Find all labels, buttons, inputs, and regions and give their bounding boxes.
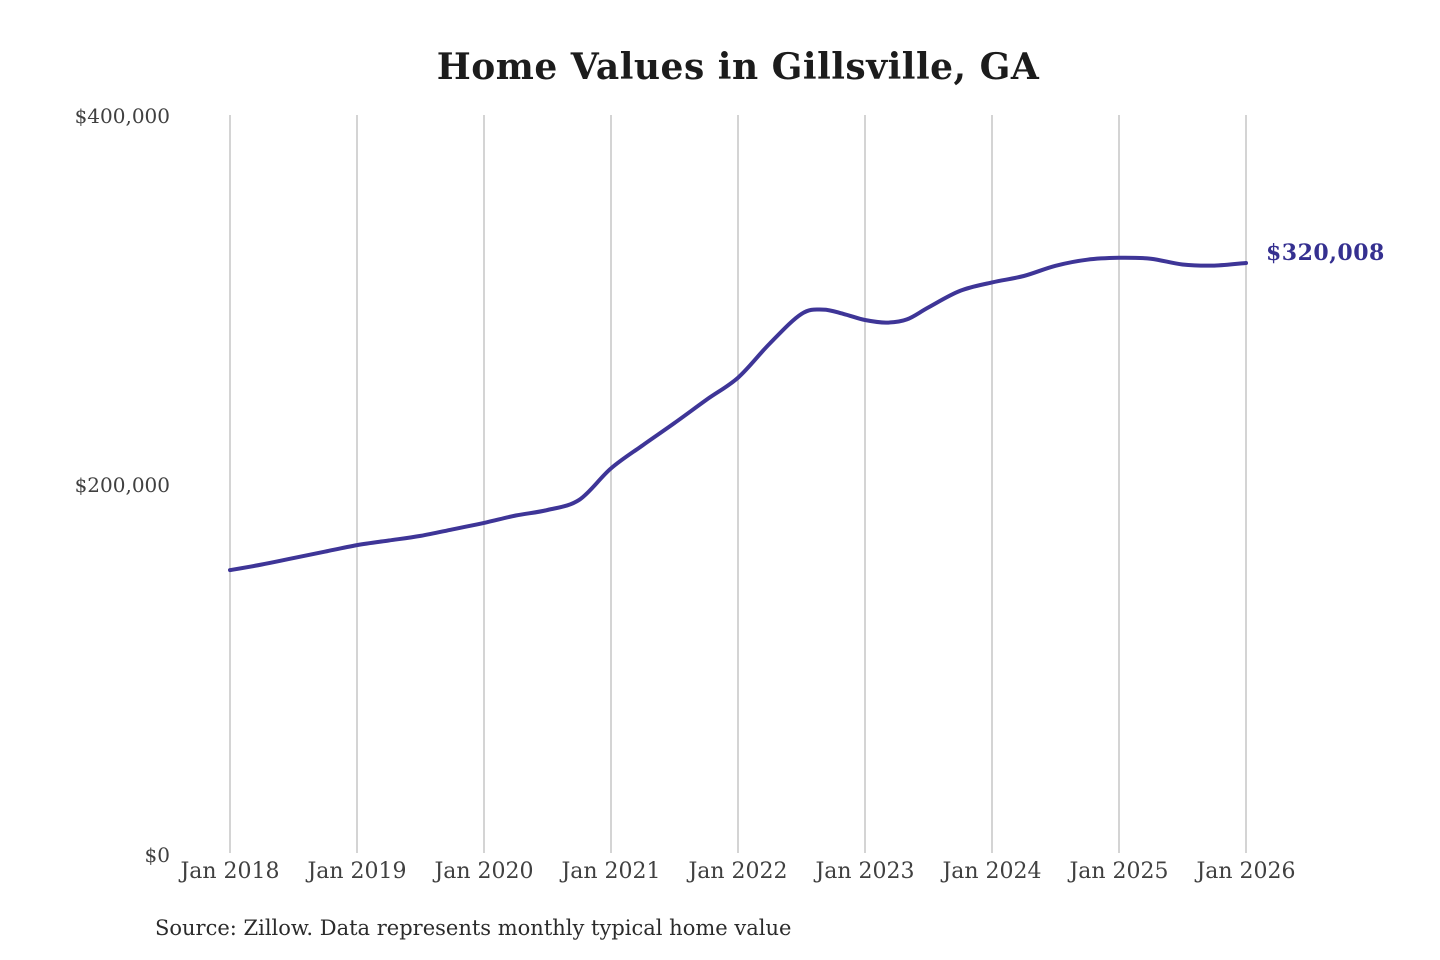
home-value-line-series bbox=[228, 255, 1248, 573]
gridlines bbox=[229, 115, 1247, 853]
x-tick-label: Jan 2024 bbox=[942, 859, 1042, 884]
x-tick-label: Jan 2021 bbox=[561, 859, 661, 884]
x-tick-label: Jan 2020 bbox=[434, 859, 534, 884]
x-tick-label: Jan 2023 bbox=[815, 859, 915, 884]
source-note: Source: Zillow. Data represents monthly … bbox=[155, 916, 792, 940]
chart-title: Home Values in Gillsville, GA bbox=[436, 46, 1040, 88]
x-tick-label: Jan 2022 bbox=[688, 859, 788, 884]
x-tick-label: Jan 2025 bbox=[1069, 859, 1169, 884]
x-tick-label: Jan 2026 bbox=[1196, 859, 1296, 884]
y-tick-label: $400,000 bbox=[74, 104, 170, 128]
x-tick-label: Jan 2019 bbox=[307, 859, 407, 884]
y-tick-label: $0 bbox=[144, 843, 170, 867]
x-tick-label: Jan 2018 bbox=[180, 859, 280, 884]
y-tick-label: $200,000 bbox=[74, 473, 170, 497]
current-value-label: $320,008 bbox=[1266, 240, 1385, 266]
